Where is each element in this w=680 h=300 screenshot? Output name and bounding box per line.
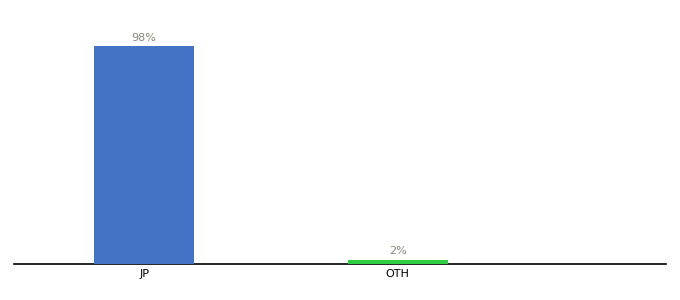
Text: 98%: 98% — [132, 33, 156, 43]
Bar — [95, 46, 194, 264]
Bar — [347, 260, 447, 264]
Text: 2%: 2% — [389, 246, 407, 256]
